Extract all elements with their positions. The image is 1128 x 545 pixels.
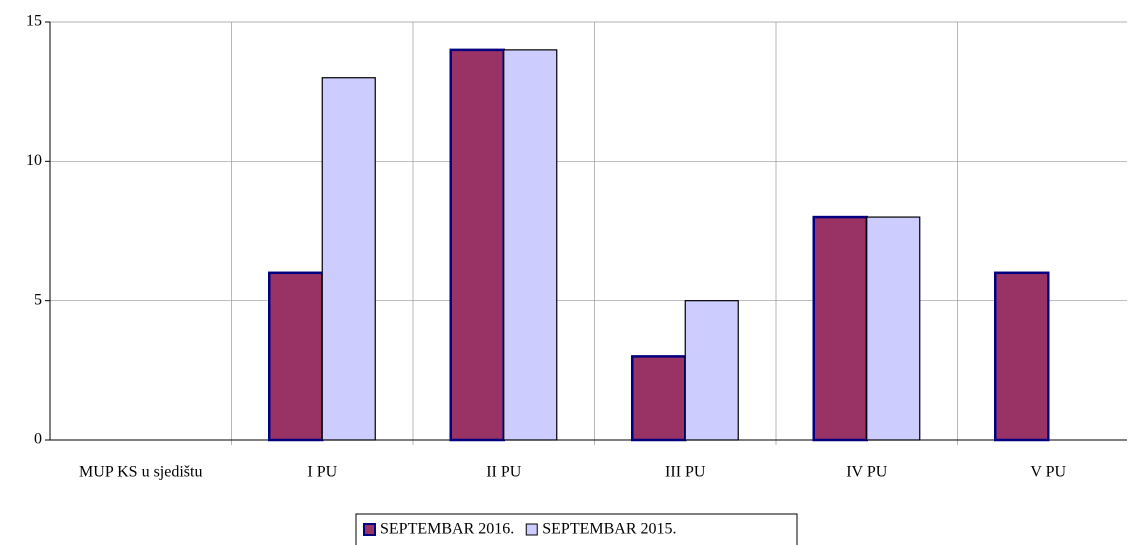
y-tick-label: 5 [34,291,42,308]
x-tick-label: I PU [307,464,337,481]
bar [631,355,687,442]
x-tick-label: V PU [1030,464,1066,481]
bar [866,216,921,441]
bar [449,48,505,442]
bar [321,77,376,441]
bar [812,215,868,442]
y-tick-label: 0 [34,431,42,448]
x-tick-label: II PU [486,464,522,481]
legend-label: SEPTEMBAR 2016. [380,521,514,538]
bar [994,271,1050,442]
x-tick-label: MUP KS u sjedištu [79,464,202,481]
legend-swatch [525,523,538,536]
bar [684,300,739,441]
legend-label: SEPTEMBAR 2015. [542,521,676,538]
x-tick-label: IV PU [846,464,887,481]
bar [268,271,324,442]
legend-swatch [363,523,376,536]
y-tick-label: 10 [26,152,42,169]
y-tick-label: 15 [26,13,42,30]
legend-box [355,513,798,545]
x-tick-label: III PU [665,464,706,481]
bar [503,49,558,441]
